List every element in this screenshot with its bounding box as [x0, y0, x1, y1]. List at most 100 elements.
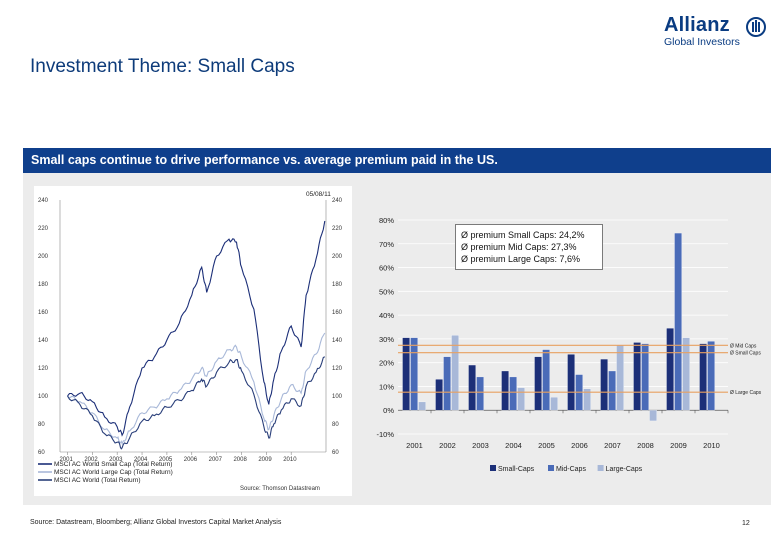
bar-chart-xtick: 2004 [505, 441, 522, 450]
line-chart-xtick: 2003 [109, 457, 123, 463]
allianz-eagle-icon [746, 17, 766, 37]
legend-label: MSCI AC World Small Cap (Total Return) [54, 461, 172, 468]
legend-label: MSCI AC World (Total Return) [54, 477, 141, 484]
line-chart-ytick-right: 60 [332, 450, 339, 456]
line-chart-ytick-left: 80 [38, 422, 45, 428]
bar-chart-xtick: 2001 [406, 441, 423, 450]
bar-small-caps [534, 356, 542, 411]
line-chart-ytick-left: 100 [38, 394, 49, 400]
bar-chart-xtick: 2005 [538, 441, 555, 450]
page-title: Investment Theme: Small Caps [30, 56, 295, 77]
bar-chart-ytick: 40% [379, 311, 394, 320]
legend-swatch [597, 465, 604, 471]
bar-chart-reference-lines: Ø Mid Caps Ø Small Caps Ø Large Caps [398, 343, 762, 396]
allianz-logo: Allianz Global Investors [664, 14, 772, 50]
legend-label: MSCI AC World Large Cap (Total Return) [54, 469, 173, 476]
bar-small-caps [666, 328, 674, 411]
bar-mid-caps [674, 232, 682, 411]
line-chart-y-axis-right: 240 220 200 180 160 140 120 100 80 60 [332, 198, 343, 456]
bar-mid-caps [707, 341, 715, 411]
bar-chart-xtick: 2008 [637, 441, 654, 450]
bar-mid-caps [608, 370, 616, 411]
bar-chart-ytick: 10% [379, 382, 394, 391]
bar-chart-y-axis: 80% 70% 60% 50% 40% 30% 20% 10% 0% -10% [376, 216, 394, 439]
legend-swatch [548, 465, 554, 471]
bar-large-caps [616, 344, 624, 411]
reference-line-label: Ø Mid Caps [730, 343, 757, 349]
premium-mid-caps: Ø premium Mid Caps: 27,3% [461, 242, 577, 252]
line-chart-xtick: 2004 [134, 457, 148, 463]
bar-large-caps [649, 410, 657, 422]
line-chart-ytick-right: 220 [332, 226, 343, 232]
bar-mid-caps [476, 376, 484, 411]
bar-small-caps [633, 342, 641, 411]
bar-chart-xtick: 2007 [604, 441, 621, 450]
line-series-1 [67, 220, 326, 437]
line-chart-xtick: 2007 [209, 457, 223, 463]
page-number: 12 [742, 520, 750, 527]
bar-chart-ytick: 60% [379, 264, 394, 273]
logo-subtitle: Global Investors [664, 36, 740, 48]
bar-large-caps [682, 337, 690, 411]
line-chart-xtick: 2008 [233, 457, 247, 463]
legend-label: Small-Caps [498, 466, 535, 473]
line-chart-legend: MSCI AC World Small Cap (Total Return)MS… [38, 461, 173, 484]
legend-label: Mid-Caps [556, 466, 586, 473]
bar-chart-x-axis: 2001 2002 2003 2004 2005 2006 2007 2008 2009 2010 [406, 410, 729, 450]
line-chart-x-axis: 2001 2002 2003 2004 2005 2006 2007 2008 2009 2010 [59, 452, 297, 463]
premium-large-caps: Ø premium Large Caps: 7,6% [461, 254, 581, 264]
bar-large-caps [550, 396, 558, 411]
line-chart-ytick-left: 180 [38, 282, 49, 288]
bar-chart-xtick: 2010 [703, 441, 720, 450]
bar-chart-ytick: 20% [379, 359, 394, 368]
bar-chart-ytick: 70% [379, 240, 394, 249]
line-chart-ytick-left: 140 [38, 338, 49, 344]
line-chart-ytick-right: 120 [332, 366, 343, 372]
line-chart-ytick-left: 220 [38, 226, 49, 232]
bar-chart-ytick: 30% [379, 335, 394, 344]
line-chart-xtick: 2009 [258, 457, 272, 463]
line-chart-grid [59, 200, 327, 453]
line-chart-xtick: 2002 [84, 457, 98, 463]
bar-small-caps [468, 364, 476, 411]
bar-small-caps [600, 358, 608, 411]
bar-mid-caps [542, 349, 550, 411]
bar-large-caps [451, 335, 459, 411]
line-chart-ytick-right: 200 [332, 254, 343, 260]
line-chart-xtick: 2006 [184, 457, 198, 463]
line-chart-y-axis-left: 240 220 200 180 160 140 120 100 80 60 [38, 198, 49, 456]
bar-chart-ytick: 80% [379, 216, 394, 225]
bar-small-caps [435, 379, 443, 411]
line-chart-ytick-right: 240 [332, 198, 343, 204]
line-series-3 [67, 356, 326, 450]
premium-small-caps: Ø premium Small Caps: 24,2% [461, 230, 585, 240]
line-chart-ytick-left: 60 [38, 450, 45, 456]
bar-small-caps [501, 370, 509, 411]
bar-large-caps [517, 387, 525, 411]
line-chart-ytick-right: 160 [332, 310, 343, 316]
bar-chart-ytick: 50% [379, 287, 394, 296]
line-chart-ytick-right: 140 [332, 338, 343, 344]
premium-annotation-box: Ø premium Small Caps: 24,2% Ø premium Mi… [455, 224, 603, 270]
line-chart-xtick: 2010 [283, 457, 297, 463]
line-chart-xtick: 2005 [159, 457, 173, 463]
bar-mid-caps [641, 343, 649, 411]
bar-chart: 80% 70% 60% 50% 40% 30% 20% 10% 0% -10% Ø Mid Cap… [376, 216, 762, 473]
bar-chart-xtick: 2009 [670, 441, 687, 450]
bar-large-caps [583, 388, 591, 411]
bar-chart-xtick: 2002 [439, 441, 456, 450]
line-chart-xtick: 2001 [59, 457, 73, 463]
reference-line-label: Ø Large Caps [730, 390, 762, 396]
section-banner: Small caps continue to drive performance… [23, 148, 771, 173]
line-chart-date-label: 05/08/11 [306, 191, 331, 198]
line-chart-ytick-left: 160 [38, 310, 49, 316]
bar-chart-xtick: 2003 [472, 441, 489, 450]
bar-large-caps [418, 401, 426, 411]
line-chart-ytick-right: 80 [332, 422, 339, 428]
legend-swatch [490, 465, 496, 471]
bar-small-caps [402, 337, 410, 411]
line-chart-ytick-right: 100 [332, 394, 343, 400]
line-chart-source: Source: Thomson Datastream [240, 486, 320, 492]
legend-label: Large-Caps [606, 466, 643, 473]
